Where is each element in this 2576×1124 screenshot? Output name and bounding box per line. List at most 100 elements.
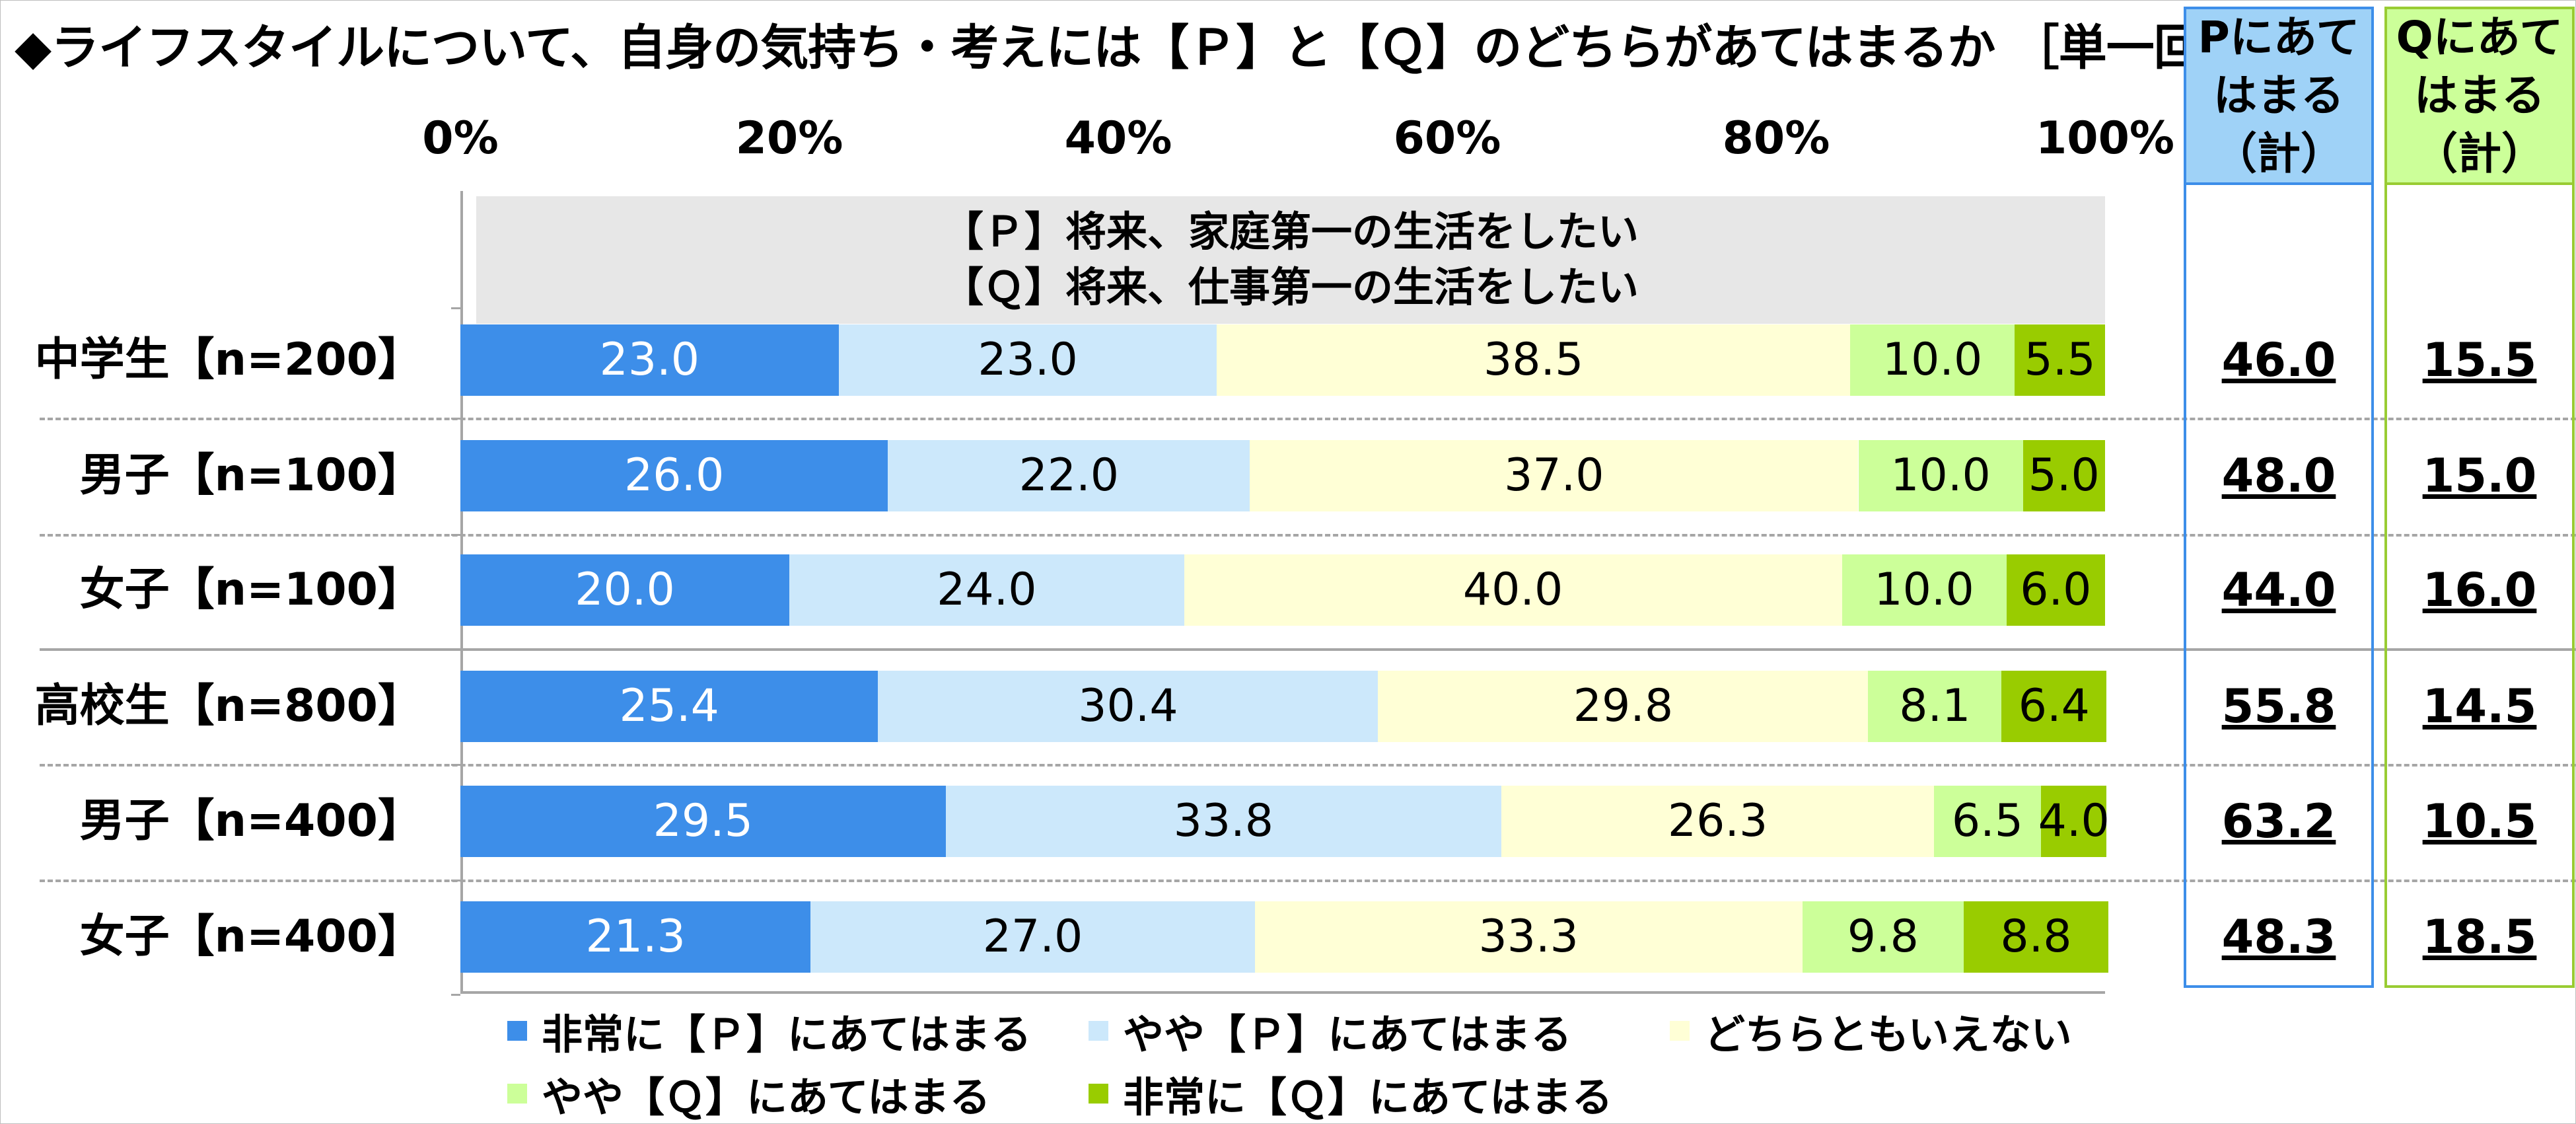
p-total-header: Pにあて はまる （計） bbox=[2184, 7, 2374, 185]
bar-value-label: 10.0 bbox=[1882, 334, 1983, 386]
bar-value-label: 29.5 bbox=[653, 795, 753, 847]
row-separator bbox=[40, 534, 2576, 537]
p-total-value: 44.0 bbox=[2221, 563, 2336, 617]
bar-segment-very-p: 26.0 bbox=[460, 440, 888, 511]
bar-value-label: 22.0 bbox=[1019, 449, 1119, 502]
bar-segment-neutral: 33.3 bbox=[1254, 901, 1803, 973]
question-band: 【Ｐ】将来、家庭第一の生活をしたい 【Ｑ】将来、仕事第一の生活をしたい bbox=[476, 196, 2105, 324]
p-total-value: 48.0 bbox=[2221, 449, 2336, 503]
legend-item-some-p: やや【Ｐ】にあてはまる bbox=[1089, 1001, 1572, 1061]
bar-segment-very-p: 25.4 bbox=[460, 671, 878, 742]
bar-value-label: 25.4 bbox=[619, 680, 719, 732]
bar-segment-some-q: 10.0 bbox=[1842, 554, 2007, 626]
row-label: 中学生【n=200】 bbox=[34, 334, 423, 386]
x-tick-label: 20% bbox=[735, 112, 843, 165]
legend-swatch bbox=[1670, 1021, 1690, 1041]
bar-segment-some-p: 24.0 bbox=[789, 554, 1184, 626]
p-total-header-line: （計） bbox=[2213, 128, 2344, 179]
y-axis-tick bbox=[451, 307, 460, 309]
legend-swatch bbox=[1089, 1084, 1108, 1104]
bar-segment-very-p: 20.0 bbox=[460, 554, 789, 626]
bar-value-label: 37.0 bbox=[1504, 449, 1604, 502]
legend-label: やや【Ｐ】にあてはまる bbox=[1123, 1010, 1572, 1059]
row-separator bbox=[40, 764, 2576, 767]
bar-segment-some-p: 30.4 bbox=[878, 671, 1378, 742]
q-total-header: Qにあて はまる （計） bbox=[2384, 7, 2575, 185]
q-total-value: 16.0 bbox=[2422, 563, 2537, 617]
bar-value-label: 33.8 bbox=[1173, 795, 1274, 847]
bar-segment-some-q: 10.0 bbox=[1858, 440, 2023, 511]
y-axis-tick bbox=[451, 994, 460, 996]
x-tick-label: 60% bbox=[1393, 112, 1501, 165]
bar-segment-very-q: 5.5 bbox=[2015, 324, 2105, 396]
bar-segment-some-p: 23.0 bbox=[838, 324, 1217, 396]
bar-segment-some-q: 10.0 bbox=[1850, 324, 2015, 396]
bar-value-label: 27.0 bbox=[982, 911, 1083, 963]
bar-value-label: 20.0 bbox=[575, 564, 675, 616]
bar-segment-very-p: 21.3 bbox=[460, 901, 811, 973]
bar-segment-very-q: 8.8 bbox=[1963, 901, 2108, 973]
x-axis-line bbox=[460, 991, 2105, 994]
group-separator bbox=[40, 648, 2576, 651]
x-tick-label: 100% bbox=[2035, 112, 2175, 165]
plot-area: 【Ｐ】将来、家庭第一の生活をしたい 【Ｑ】将来、仕事第一の生活をしたい 23.0… bbox=[451, 191, 2110, 996]
bar-value-label: 23.0 bbox=[978, 334, 1078, 386]
bar-value-label: 26.0 bbox=[624, 449, 725, 502]
bar-segment-very-q: 4.0 bbox=[2038, 786, 2110, 857]
q-total-value: 18.5 bbox=[2422, 910, 2537, 964]
bar-value-label: 23.0 bbox=[599, 334, 700, 386]
bar-value-label: 10.0 bbox=[1890, 449, 1991, 502]
bar-value-label: 33.3 bbox=[1478, 911, 1579, 963]
bar-segment-neutral: 40.0 bbox=[1184, 554, 1842, 626]
bar-segment-very-p: 29.5 bbox=[460, 786, 946, 857]
bar-segment-very-q: 5.0 bbox=[2022, 440, 2105, 511]
legend-label: やや【Ｑ】にあてはまる bbox=[542, 1073, 991, 1121]
bar-value-label: 10.0 bbox=[1874, 564, 1974, 616]
row-separator bbox=[40, 418, 2576, 420]
x-tick-label: 0% bbox=[422, 112, 499, 165]
q-total-value: 14.5 bbox=[2422, 679, 2537, 733]
legend-swatch bbox=[1089, 1021, 1108, 1041]
legend-item-some-q: やや【Ｑ】にあてはまる bbox=[507, 1064, 991, 1123]
bar-segment-some-p: 22.0 bbox=[888, 440, 1250, 511]
row-separator bbox=[40, 880, 2576, 882]
bar-value-label: 40.0 bbox=[1462, 564, 1563, 616]
p-total-value: 46.0 bbox=[2221, 333, 2336, 387]
q-total-header-line: （計） bbox=[2414, 128, 2545, 179]
bar-value-label: 38.5 bbox=[1484, 334, 1584, 386]
question-p-text: 【Ｐ】将来、家庭第一の生活をしたい bbox=[942, 207, 1639, 256]
bar-value-label: 26.3 bbox=[1667, 795, 1768, 847]
bar-value-label: 5.0 bbox=[2028, 449, 2100, 502]
legend-item-very-q: 非常に【Ｑ】にあてはまる bbox=[1089, 1064, 1613, 1123]
bar-value-label: 29.8 bbox=[1573, 680, 1674, 732]
question-q-text: 【Ｑ】将来、仕事第一の生活をしたい bbox=[942, 263, 1639, 311]
bar-value-label: 6.5 bbox=[1951, 795, 2024, 847]
bar-segment-neutral: 37.0 bbox=[1250, 440, 1859, 511]
bar-segment-some-q: 9.8 bbox=[1802, 901, 1964, 973]
bar-segment-very-q: 6.4 bbox=[2001, 671, 2107, 742]
row-label: 高校生【n=800】 bbox=[34, 680, 423, 732]
row-label: 女子【n=400】 bbox=[79, 911, 423, 963]
bar-value-label: 5.5 bbox=[2024, 334, 2096, 386]
bar-value-label: 6.0 bbox=[2020, 564, 2092, 616]
bar-value-label: 4.0 bbox=[2038, 795, 2110, 847]
bar-segment-some-p: 27.0 bbox=[810, 901, 1255, 973]
bar-segment-some-p: 33.8 bbox=[945, 786, 1502, 857]
q-total-value: 15.0 bbox=[2422, 449, 2537, 503]
bar-segment-neutral: 29.8 bbox=[1378, 671, 1869, 742]
q-total-value: 15.5 bbox=[2422, 333, 2537, 387]
bar-segment-neutral: 38.5 bbox=[1217, 324, 1851, 396]
legend-item-very-p: 非常に【Ｐ】にあてはまる bbox=[507, 1001, 1032, 1061]
legend-swatch bbox=[507, 1084, 527, 1104]
row-label: 男子【n=100】 bbox=[79, 449, 423, 502]
bar-value-label: 30.4 bbox=[1078, 680, 1178, 732]
chart-title: ◆ライフスタイルについて、自身の気持ち・考えには【Ｐ】と【Ｑ】のどちらがあてはま… bbox=[15, 20, 2392, 76]
x-tick-label: 80% bbox=[1722, 112, 1830, 165]
bar-value-label: 6.4 bbox=[2018, 680, 2090, 732]
row-label: 女子【n=100】 bbox=[79, 564, 423, 616]
bar-segment-very-p: 23.0 bbox=[460, 324, 839, 396]
p-total-value: 48.3 bbox=[2221, 910, 2336, 964]
p-total-header-line: はまる bbox=[2213, 70, 2344, 121]
bar-value-label: 9.8 bbox=[1847, 911, 1919, 963]
legend-label: 非常に【Ｑ】にあてはまる bbox=[1123, 1073, 1613, 1121]
